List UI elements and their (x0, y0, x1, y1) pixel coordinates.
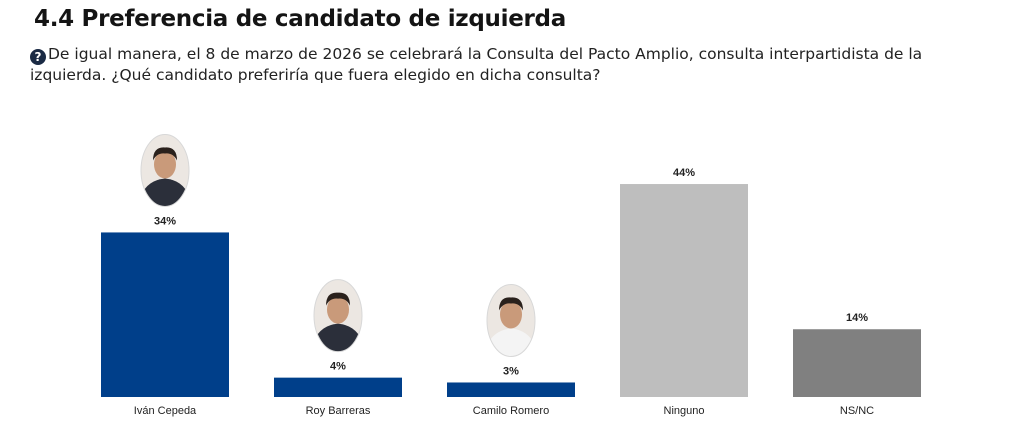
value-label: 44% (673, 167, 695, 179)
question-circle-icon: ? (30, 49, 46, 65)
bar (101, 232, 229, 397)
bar (620, 184, 748, 397)
value-label: 14% (846, 312, 868, 324)
question-text: De igual manera, el 8 de marzo de 2026 s… (30, 45, 923, 84)
category-label: Roy Barreras (306, 405, 371, 417)
bar (274, 377, 402, 397)
bar (793, 329, 921, 397)
candidate-photo (486, 283, 536, 357)
category-label: NS/NC (840, 405, 874, 417)
value-label: 34% (154, 215, 176, 227)
value-label: 4% (330, 361, 346, 373)
category-label: Ninguno (664, 405, 705, 417)
category-label: Iván Cepeda (134, 405, 197, 417)
bar (447, 382, 575, 397)
value-label: 3% (503, 365, 519, 377)
question-text-block: ? De igual manera, el 8 de marzo de 2026 … (30, 44, 990, 85)
candidate-photo (140, 133, 190, 207)
category-label: Camilo Romero (473, 405, 549, 417)
candidate-photo (313, 279, 363, 353)
page-title: 4.4 Preferencia de candidato de izquierd… (34, 6, 566, 32)
